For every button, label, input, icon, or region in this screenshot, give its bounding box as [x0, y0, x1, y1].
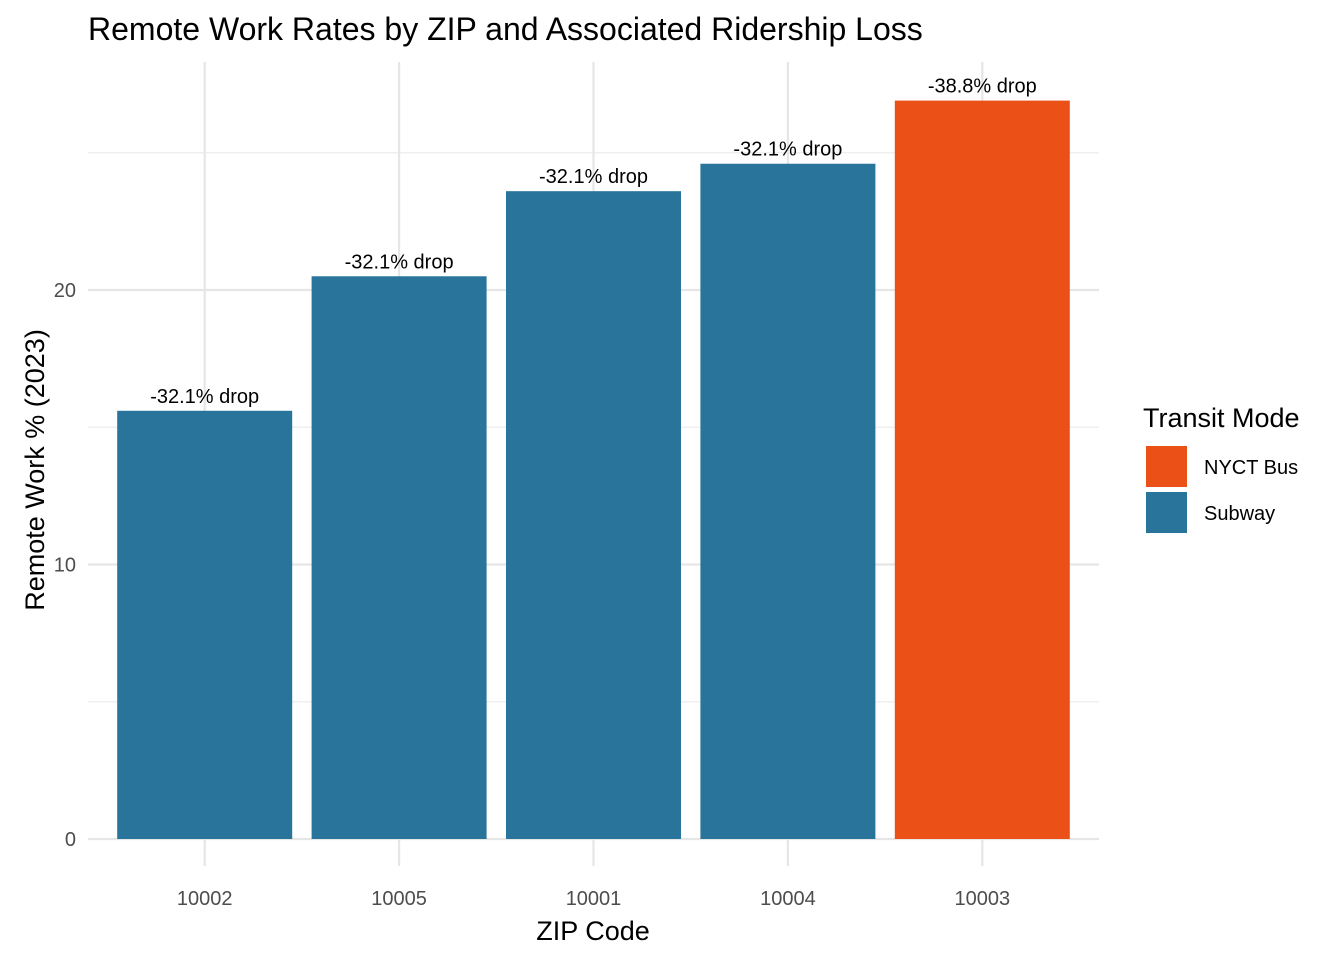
data-label: -32.1% drop: [150, 386, 259, 408]
legend-label: NYCT Bus: [1204, 457, 1298, 479]
legend: Transit Mode NYCT Bus Subway: [1143, 403, 1300, 533]
data-label: -32.1% drop: [345, 251, 454, 273]
x-tick-label: 10001: [566, 888, 622, 910]
bar: [311, 276, 487, 839]
data-labels: -32.1% drop -32.1% drop -32.1% drop -32.1% …: [150, 76, 1037, 408]
x-axis-title: ZIP Code: [536, 916, 650, 946]
legend-swatch: [1146, 492, 1187, 533]
x-tick-label: 10005: [371, 888, 427, 910]
data-label: -32.1% drop: [733, 139, 842, 161]
x-tick-label: 10003: [954, 888, 1010, 910]
bar: [506, 191, 681, 839]
legend-swatch: [1146, 446, 1187, 487]
x-axis-ticks: 10002 10005 10001 10004 10003: [177, 888, 1010, 910]
y-tick-label: 20: [54, 280, 76, 302]
chart-title: Remote Work Rates by ZIP and Associated …: [88, 11, 923, 47]
data-label: -38.8% drop: [928, 76, 1037, 98]
bars: [117, 100, 1070, 840]
y-tick-label: 0: [65, 829, 76, 851]
data-label: -32.1% drop: [539, 166, 648, 188]
y-axis-ticks: 0 10 20: [54, 280, 76, 851]
legend-title: Transit Mode: [1143, 403, 1300, 433]
bar: [894, 100, 1070, 840]
bar: [700, 163, 876, 840]
x-tick-label: 10002: [177, 888, 233, 910]
x-tick-label: 10004: [760, 888, 816, 910]
y-tick-label: 10: [54, 555, 76, 577]
bar: [117, 410, 293, 839]
legend-label: Subway: [1204, 503, 1275, 525]
y-axis-title: Remote Work % (2023): [20, 329, 50, 611]
